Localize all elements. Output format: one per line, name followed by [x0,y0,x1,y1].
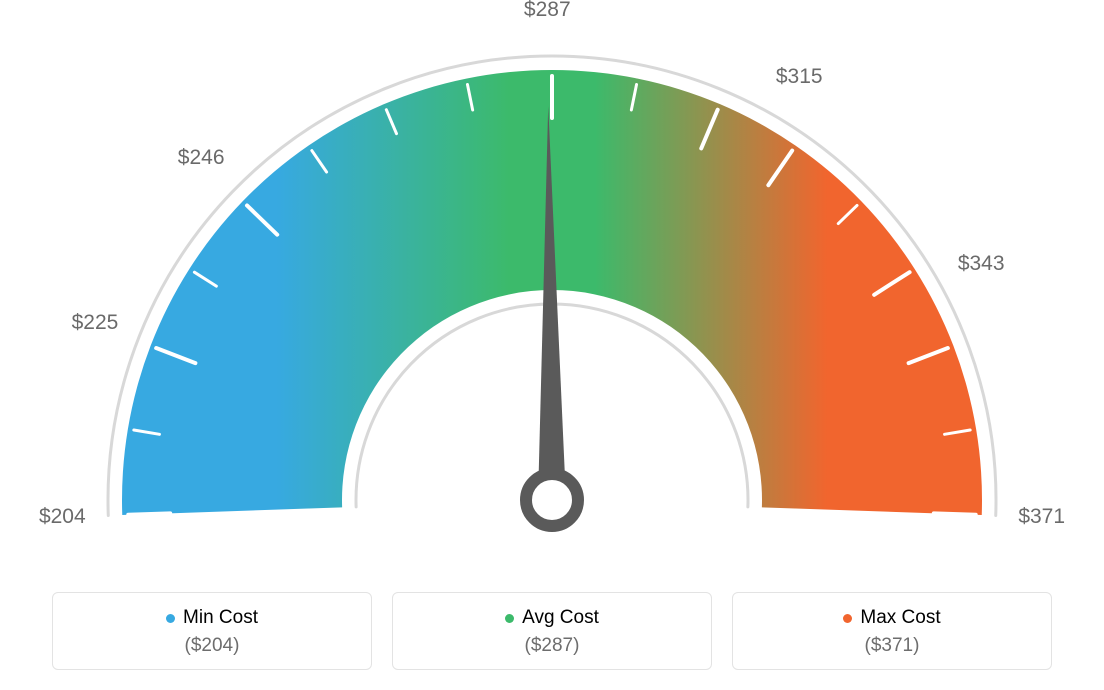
cost-gauge-chart: $204 $225 $246 $287 $315 $343 $371 [0,0,1104,590]
legend-title-max: Max Cost [843,607,940,629]
legend-card-avg: Avg Cost ($287) [392,592,712,670]
legend-row: Min Cost ($204) Avg Cost ($287) Max Cost… [40,592,1064,670]
gauge-tick-label: $225 [72,311,119,335]
dot-icon [843,614,852,623]
legend-title-avg: Avg Cost [505,607,599,629]
legend-title-text: Avg Cost [522,607,599,629]
dot-icon [166,614,175,623]
gauge-tick-label: $246 [178,146,225,170]
gauge-tick-label: $343 [958,252,1005,276]
legend-card-max: Max Cost ($371) [732,592,1052,670]
gauge-svg [0,0,1104,590]
legend-title-min: Min Cost [166,607,258,629]
legend-value-max: ($371) [749,635,1035,657]
gauge-tick-label: $315 [776,65,823,89]
legend-value-min: ($204) [69,635,355,657]
gauge-tick-label: $371 [1018,505,1065,529]
legend-title-text: Max Cost [860,607,940,629]
legend-card-min: Min Cost ($204) [52,592,372,670]
gauge-tick-label: $204 [39,505,86,529]
dot-icon [505,614,514,623]
gauge-tick-label: $287 [524,0,571,22]
legend-value-avg: ($287) [409,635,695,657]
legend-title-text: Min Cost [183,607,258,629]
